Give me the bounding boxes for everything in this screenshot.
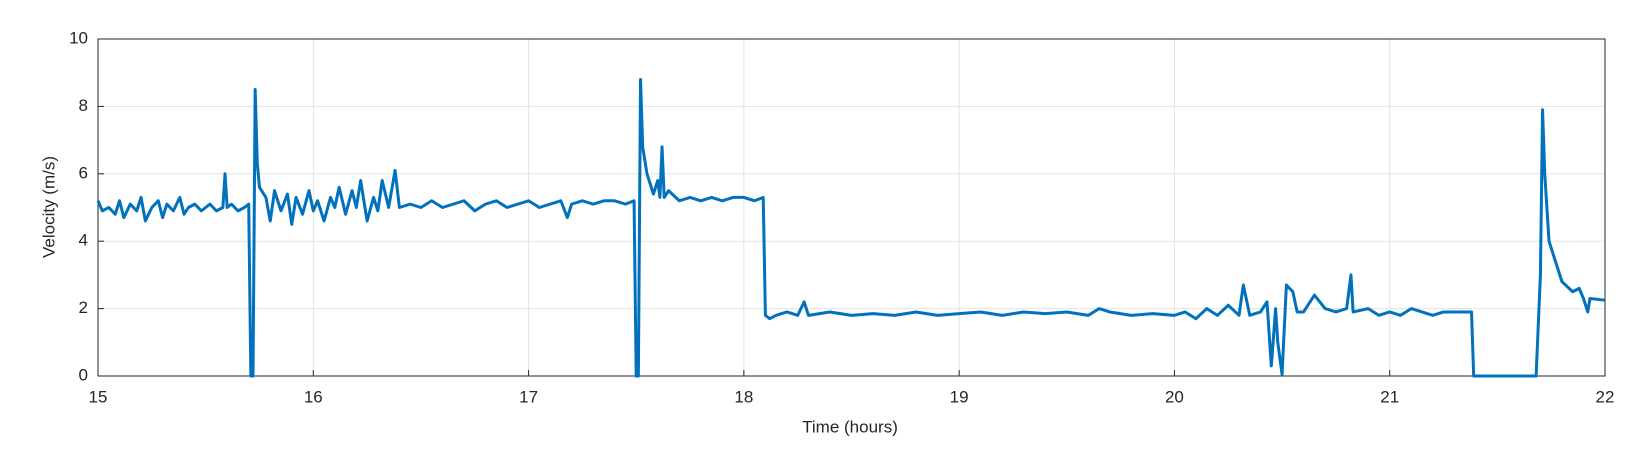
x-tick-label: 19 [950, 387, 969, 406]
plot-frame [97, 38, 1606, 377]
y-tick-label: 10 [69, 28, 88, 47]
y-axis-label: Velocity (m/s) [39, 156, 58, 258]
y-tick-label: 4 [79, 231, 88, 250]
y-tick-label: 2 [79, 298, 88, 317]
x-tick-label: 17 [519, 387, 538, 406]
y-tick-label: 8 [79, 96, 88, 115]
x-tick-label: 22 [1596, 387, 1615, 406]
x-axis-label: Time (hours) [802, 417, 898, 436]
x-tick-label: 18 [734, 387, 753, 406]
x-tick-label: 21 [1380, 387, 1399, 406]
data-line [96, 77, 1606, 378]
x-tick-label: 20 [1165, 387, 1184, 406]
y-tick-label: 6 [79, 163, 88, 182]
x-tick-label: 16 [304, 387, 323, 406]
y-tick-label: 0 [79, 365, 88, 384]
x-tick-label: 15 [89, 387, 108, 406]
